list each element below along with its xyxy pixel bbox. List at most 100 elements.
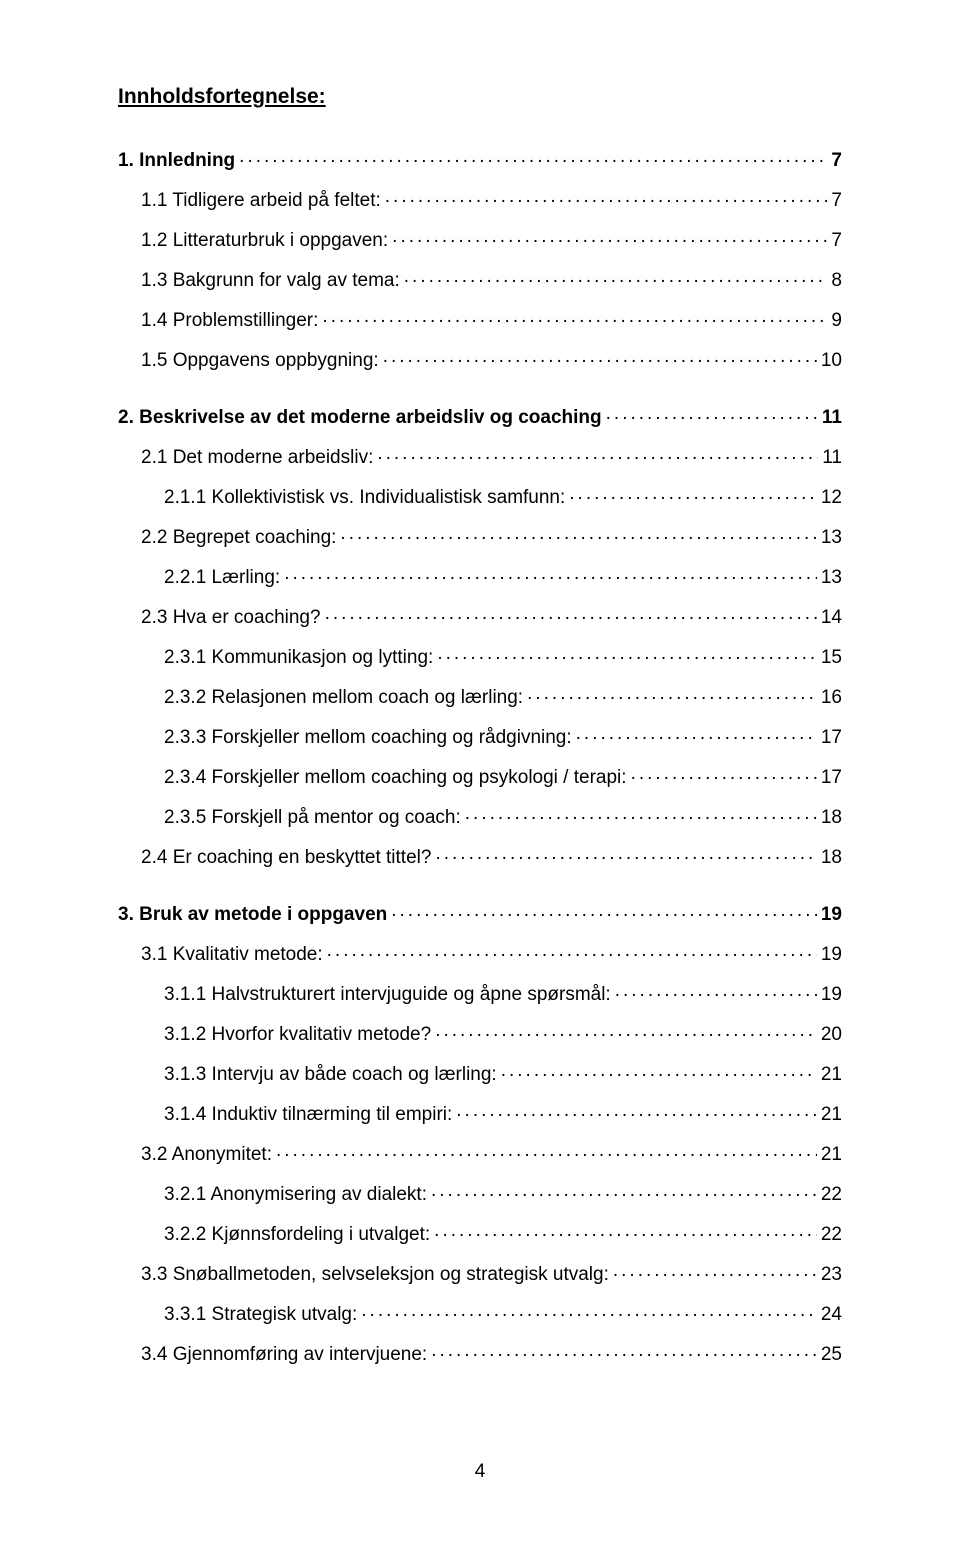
toc-entry: 1.2 Litteraturbruk i oppgaven: 7 xyxy=(118,227,842,250)
toc-leader-dots xyxy=(239,147,827,166)
toc-leader-dots xyxy=(383,347,817,366)
toc-entry: 1. Innledning 7 xyxy=(118,147,842,170)
toc-entry: 3. Bruk av metode i oppgaven 19 xyxy=(118,901,842,924)
toc-heading: Innholdsfortegnelse: xyxy=(118,85,842,109)
toc-entry-page: 11 xyxy=(822,448,842,467)
toc-entry-label: 2.1 Det moderne arbeidsliv: xyxy=(141,448,373,467)
toc-container: 1. Innledning 7 1.1 Tidligere arbeid på f… xyxy=(118,147,842,1364)
page-number: 4 xyxy=(0,1461,960,1483)
toc-entry-page: 18 xyxy=(821,848,842,867)
toc-entry-page: 7 xyxy=(831,151,842,170)
toc-entry: 2.3.3 Forskjeller mellom coaching og råd… xyxy=(118,724,842,747)
toc-leader-dots xyxy=(606,404,818,423)
toc-entry-page: 20 xyxy=(821,1025,842,1044)
toc-leader-dots xyxy=(431,1181,817,1200)
toc-leader-dots xyxy=(392,227,827,246)
toc-entry-page: 11 xyxy=(822,408,842,427)
toc-leader-dots xyxy=(435,1021,817,1040)
toc-entry-label: 3.3.1 Strategisk utvalg: xyxy=(164,1305,357,1324)
toc-entry: 2.3.4 Forskjeller mellom coaching og psy… xyxy=(118,764,842,787)
toc-entry: 2.1.1 Kollektivistisk vs. Individualisti… xyxy=(118,484,842,507)
toc-entry: 1.3 Bakgrunn for valg av tema: 8 xyxy=(118,267,842,290)
toc-entry-page: 25 xyxy=(821,1345,842,1364)
toc-entry-label: 1.5 Oppgavens oppbygning: xyxy=(141,351,379,370)
toc-entry: 3.2.1 Anonymisering av dialekt: 22 xyxy=(118,1181,842,1204)
toc-entry-page: 12 xyxy=(821,488,842,507)
toc-entry: 1.1 Tidligere arbeid på feltet: 7 xyxy=(118,187,842,210)
toc-entry-page: 19 xyxy=(821,985,842,1004)
toc-entry-page: 15 xyxy=(821,648,842,667)
toc-entry-label: 3.3 Snøballmetoden, selvseleksjon og str… xyxy=(141,1265,609,1284)
toc-leader-dots xyxy=(361,1301,817,1320)
toc-entry: 2.2.1 Lærling: 13 xyxy=(118,564,842,587)
toc-leader-dots xyxy=(527,684,817,703)
toc-entry-label: 2.3 Hva er coaching? xyxy=(141,608,321,627)
toc-leader-dots xyxy=(465,804,817,823)
toc-entry-page: 13 xyxy=(821,528,842,547)
toc-entry-label: 2.3.1 Kommunikasjon og lytting: xyxy=(164,648,433,667)
toc-entry-label: 3.2.2 Kjønnsfordeling i utvalget: xyxy=(164,1225,430,1244)
toc-entry-page: 24 xyxy=(821,1305,842,1324)
toc-entry: 2. Beskrivelse av det moderne arbeidsliv… xyxy=(118,404,842,427)
toc-entry: 3.4 Gjennomføring av intervjuene: 25 xyxy=(118,1341,842,1364)
toc-entry-label: 1.3 Bakgrunn for valg av tema: xyxy=(141,271,400,290)
toc-entry-label: 2. Beskrivelse av det moderne arbeidsliv… xyxy=(118,408,602,427)
toc-leader-dots xyxy=(501,1061,817,1080)
toc-leader-dots xyxy=(325,604,817,623)
toc-leader-dots xyxy=(322,307,827,326)
toc-leader-dots xyxy=(456,1101,817,1120)
toc-entry-page: 21 xyxy=(821,1105,842,1124)
toc-leader-dots xyxy=(437,644,817,663)
toc-entry: 3.1.4 Induktiv tilnærming til empiri: 21 xyxy=(118,1101,842,1124)
toc-leader-dots xyxy=(435,844,816,863)
toc-leader-dots xyxy=(284,564,817,583)
toc-leader-dots xyxy=(431,1341,817,1360)
toc-entry: 2.2 Begrepet coaching: 13 xyxy=(118,524,842,547)
toc-leader-dots xyxy=(391,901,817,920)
toc-entry-label: 3. Bruk av metode i oppgaven xyxy=(118,905,387,924)
toc-entry-label: 3.2.1 Anonymisering av dialekt: xyxy=(164,1185,427,1204)
toc-entry-label: 3.4 Gjennomføring av intervjuene: xyxy=(141,1345,427,1364)
toc-entry-page: 8 xyxy=(831,271,842,290)
toc-entry-label: 2.4 Er coaching en beskyttet tittel? xyxy=(141,848,431,867)
toc-entry: 2.4 Er coaching en beskyttet tittel? 18 xyxy=(118,844,842,867)
toc-entry: 2.3 Hva er coaching? 14 xyxy=(118,604,842,627)
toc-entry-label: 2.3.4 Forskjeller mellom coaching og psy… xyxy=(164,768,627,787)
toc-entry: 2.3.2 Relasjonen mellom coach og lærling… xyxy=(118,684,842,707)
toc-entry: 3.2 Anonymitet: 21 xyxy=(118,1141,842,1164)
toc-entry: 1.4 Problemstillinger: 9 xyxy=(118,307,842,330)
toc-entry-page: 22 xyxy=(821,1225,842,1244)
toc-entry: 2.3.1 Kommunikasjon og lytting: 15 xyxy=(118,644,842,667)
toc-entry: 1.5 Oppgavens oppbygning: 10 xyxy=(118,347,842,370)
toc-entry-label: 3.1.4 Induktiv tilnærming til empiri: xyxy=(164,1105,452,1124)
toc-entry-page: 18 xyxy=(821,808,842,827)
toc-leader-dots xyxy=(327,941,817,960)
toc-entry: 3.1 Kvalitativ metode: 19 xyxy=(118,941,842,964)
toc-leader-dots xyxy=(613,1261,817,1280)
toc-leader-dots xyxy=(340,524,816,543)
toc-entry-page: 21 xyxy=(821,1145,842,1164)
toc-entry-label: 3.2 Anonymitet: xyxy=(141,1145,272,1164)
toc-entry-page: 10 xyxy=(821,351,842,370)
toc-leader-dots xyxy=(576,724,817,743)
toc-entry-label: 2.3.3 Forskjeller mellom coaching og råd… xyxy=(164,728,572,747)
toc-entry-page: 9 xyxy=(831,311,842,330)
document-page: Innholdsfortegnelse: 1. Innledning 7 1.1 … xyxy=(0,0,960,1543)
toc-leader-dots xyxy=(404,267,828,286)
toc-entry-page: 23 xyxy=(821,1265,842,1284)
toc-entry-label: 2.2 Begrepet coaching: xyxy=(141,528,336,547)
toc-leader-dots xyxy=(377,444,818,463)
toc-entry: 2.3.5 Forskjell på mentor og coach: 18 xyxy=(118,804,842,827)
toc-entry-label: 3.1.1 Halvstrukturert intervjuguide og å… xyxy=(164,985,611,1004)
toc-entry-page: 13 xyxy=(821,568,842,587)
toc-leader-dots xyxy=(631,764,817,783)
toc-entry-label: 1.2 Litteraturbruk i oppgaven: xyxy=(141,231,388,250)
toc-leader-dots xyxy=(276,1141,817,1160)
toc-entry-label: 2.2.1 Lærling: xyxy=(164,568,280,587)
toc-leader-dots xyxy=(385,187,828,206)
toc-entry-page: 19 xyxy=(821,945,842,964)
toc-entry-label: 3.1 Kvalitativ metode: xyxy=(141,945,323,964)
toc-entry-page: 21 xyxy=(821,1065,842,1084)
toc-entry: 3.1.1 Halvstrukturert intervjuguide og å… xyxy=(118,981,842,1004)
toc-entry-label: 2.1.1 Kollektivistisk vs. Individualisti… xyxy=(164,488,565,507)
